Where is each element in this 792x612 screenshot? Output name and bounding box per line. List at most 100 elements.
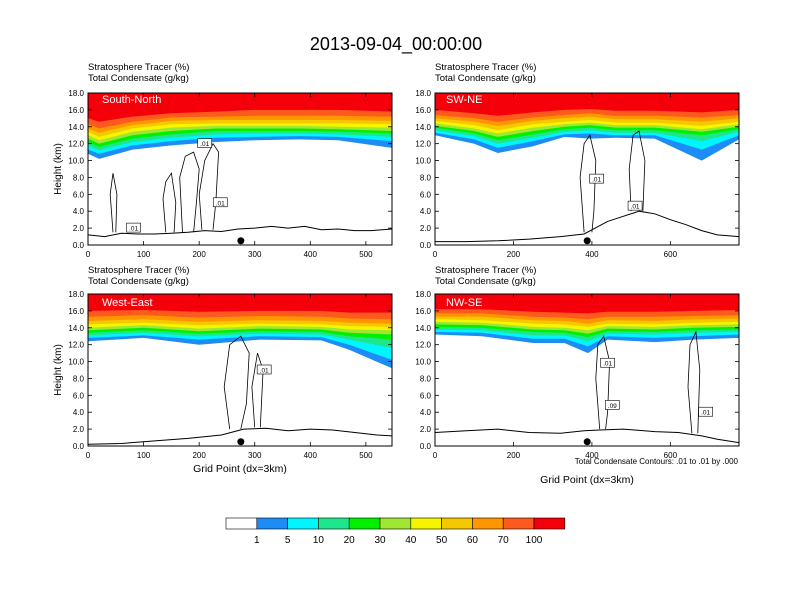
- x-tick-label: 200: [507, 451, 521, 460]
- colorbar-swatch: [472, 517, 504, 530]
- panel-title-line1: Stratosphere Tracer (%): [88, 265, 189, 276]
- y-tick-label: 8.0: [73, 173, 85, 182]
- plot-contents: .01: [88, 294, 392, 446]
- colorbar-tick-label: 5: [285, 535, 291, 546]
- plot-contents: .01 .09 .01: [435, 294, 739, 446]
- y-tick-label: 0.0: [73, 442, 85, 451]
- contour-label: .01: [603, 361, 612, 368]
- condensate-contour: [579, 134, 597, 233]
- colorbar-tick-label: 40: [405, 535, 417, 546]
- condensate-contour: [109, 173, 118, 233]
- y-tick-label: 12.0: [415, 341, 431, 350]
- plot-area: .01 .01 .01 0 100 200 300 400 500 0.0 2.0 4.0 6.0 8.0…: [68, 89, 393, 259]
- contour-label: .01: [129, 226, 138, 233]
- x-tick-label: 100: [137, 451, 151, 460]
- contour-label: .01: [701, 410, 710, 417]
- y-tick-label: 6.0: [420, 391, 432, 400]
- y-tick-label: 0.0: [420, 241, 432, 250]
- contour-note: Total Condensate Contours: .01 to .01 by…: [575, 457, 739, 466]
- x-tick-label: 0: [433, 250, 438, 259]
- panel-name-label: South-North: [102, 94, 161, 106]
- x-tick-label: 600: [664, 451, 678, 460]
- colorbar-swatch: [256, 517, 288, 530]
- contour-label: .01: [631, 204, 640, 211]
- x-tick-label: 400: [585, 451, 599, 460]
- panel-title-line2: Total Condensate (g/kg): [435, 276, 536, 287]
- x-tick-label: 400: [304, 451, 318, 460]
- y-tick-label: 16.0: [68, 106, 84, 115]
- contour-label: .09: [608, 403, 617, 410]
- x-tick-label: 200: [507, 250, 521, 259]
- y-tick-label: 2.0: [420, 224, 432, 233]
- colorbar-tick-label: 50: [436, 535, 448, 546]
- condensate-contour: [251, 352, 264, 428]
- colorbar-tick-label: 30: [374, 535, 386, 546]
- colorbar: 1 5 10 20 30 40 50 60 70 100: [225, 517, 566, 546]
- y-tick-label: 12.0: [68, 341, 84, 350]
- y-tick-label: 0.0: [73, 241, 85, 250]
- x-tick-label: 100: [137, 250, 151, 259]
- y-tick-label: 6.0: [73, 391, 85, 400]
- panel-title-line1: Stratosphere Tracer (%): [88, 62, 189, 73]
- condensate-contour: [162, 172, 177, 233]
- panel-south-north: Stratosphere Tracer (%) Total Condensate…: [53, 62, 393, 259]
- panel-name-label: West-East: [102, 297, 153, 309]
- contour-label-box: [627, 200, 643, 211]
- center-marker: [237, 237, 245, 245]
- plot-area: .01 .01 0 200 400 600 0.0 2.0 4.0 6.0 8.0 10.0 12.0 1…: [415, 89, 740, 259]
- x-tick-label: 0: [86, 451, 91, 460]
- y-tick-label: 14.0: [415, 123, 431, 132]
- condensate-contour: [223, 335, 250, 430]
- colorbar-swatch: [348, 517, 381, 530]
- y-tick-label: 8.0: [420, 173, 432, 182]
- y-tick-label: 2.0: [420, 425, 432, 434]
- panel-title-line2: Total Condensate (g/kg): [435, 73, 536, 84]
- tracer-band-10: [435, 93, 739, 116]
- plot-area: .01 0 100 200 300 400 500 0.0 2.0 4.0 6.0 8.0 10.0 12…: [68, 290, 393, 460]
- x-tick-label: 500: [359, 250, 373, 259]
- panel-name-label: NW-SE: [446, 297, 482, 309]
- contour-label-box: [256, 364, 272, 375]
- x-tick-label: 500: [359, 451, 373, 460]
- condensate-contour: [628, 130, 646, 212]
- plot-area: .01 .09 .01 0 200 400 600 0.0 2.0 4.0 6.0 8.0 10.0 12…: [415, 290, 740, 460]
- colorbar-swatch: [225, 517, 258, 530]
- panel-title-line2: Total Condensate (g/kg): [88, 276, 189, 287]
- x-tick-label: 400: [585, 250, 599, 259]
- y-tick-label: 8.0: [73, 374, 85, 383]
- panel-title-line2: Total Condensate (g/kg): [88, 73, 189, 84]
- terrain-line: [435, 210, 739, 243]
- colorbar-swatch: [287, 517, 319, 530]
- y-tick-label: 12.0: [68, 140, 84, 149]
- y-tick-label: 16.0: [68, 307, 84, 316]
- y-tick-label: 16.0: [415, 307, 431, 316]
- terrain-line: [88, 225, 392, 238]
- condensate-contour: [179, 151, 200, 233]
- x-axis-label: Grid Point (dx=3km): [540, 474, 634, 486]
- y-tick-label: 18.0: [415, 89, 431, 98]
- y-tick-label: 18.0: [415, 290, 431, 299]
- y-tick-label: 4.0: [73, 408, 85, 417]
- terrain-line: [435, 428, 739, 444]
- x-tick-label: 400: [304, 250, 318, 259]
- center-marker: [583, 237, 591, 245]
- panel-sw-ne: Stratosphere Tracer (%) Total Condensate…: [415, 62, 740, 259]
- contour-label: .01: [260, 368, 269, 375]
- contour-label-box: [600, 357, 615, 368]
- colorbar-swatch: [318, 517, 350, 530]
- colorbar-swatch: [533, 517, 566, 530]
- panel-west-east: Stratosphere Tracer (%) Total Condensate…: [53, 265, 393, 475]
- colorbar-swatch: [379, 517, 412, 530]
- colorbar-swatch: [410, 517, 442, 530]
- y-tick-label: 14.0: [415, 324, 431, 333]
- colorbar-swatch: [441, 517, 473, 530]
- colorbar-tick-label: 10: [313, 535, 325, 546]
- figure-title: 2013-09-04_00:00:00: [310, 34, 482, 55]
- y-tick-label: 4.0: [420, 408, 432, 417]
- colorbar-tick-label: 60: [467, 535, 479, 546]
- y-tick-label: 14.0: [68, 324, 84, 333]
- contour-label-box: [212, 197, 228, 208]
- contour-label: .01: [200, 141, 209, 148]
- y-axis-label: Height (km): [53, 344, 64, 396]
